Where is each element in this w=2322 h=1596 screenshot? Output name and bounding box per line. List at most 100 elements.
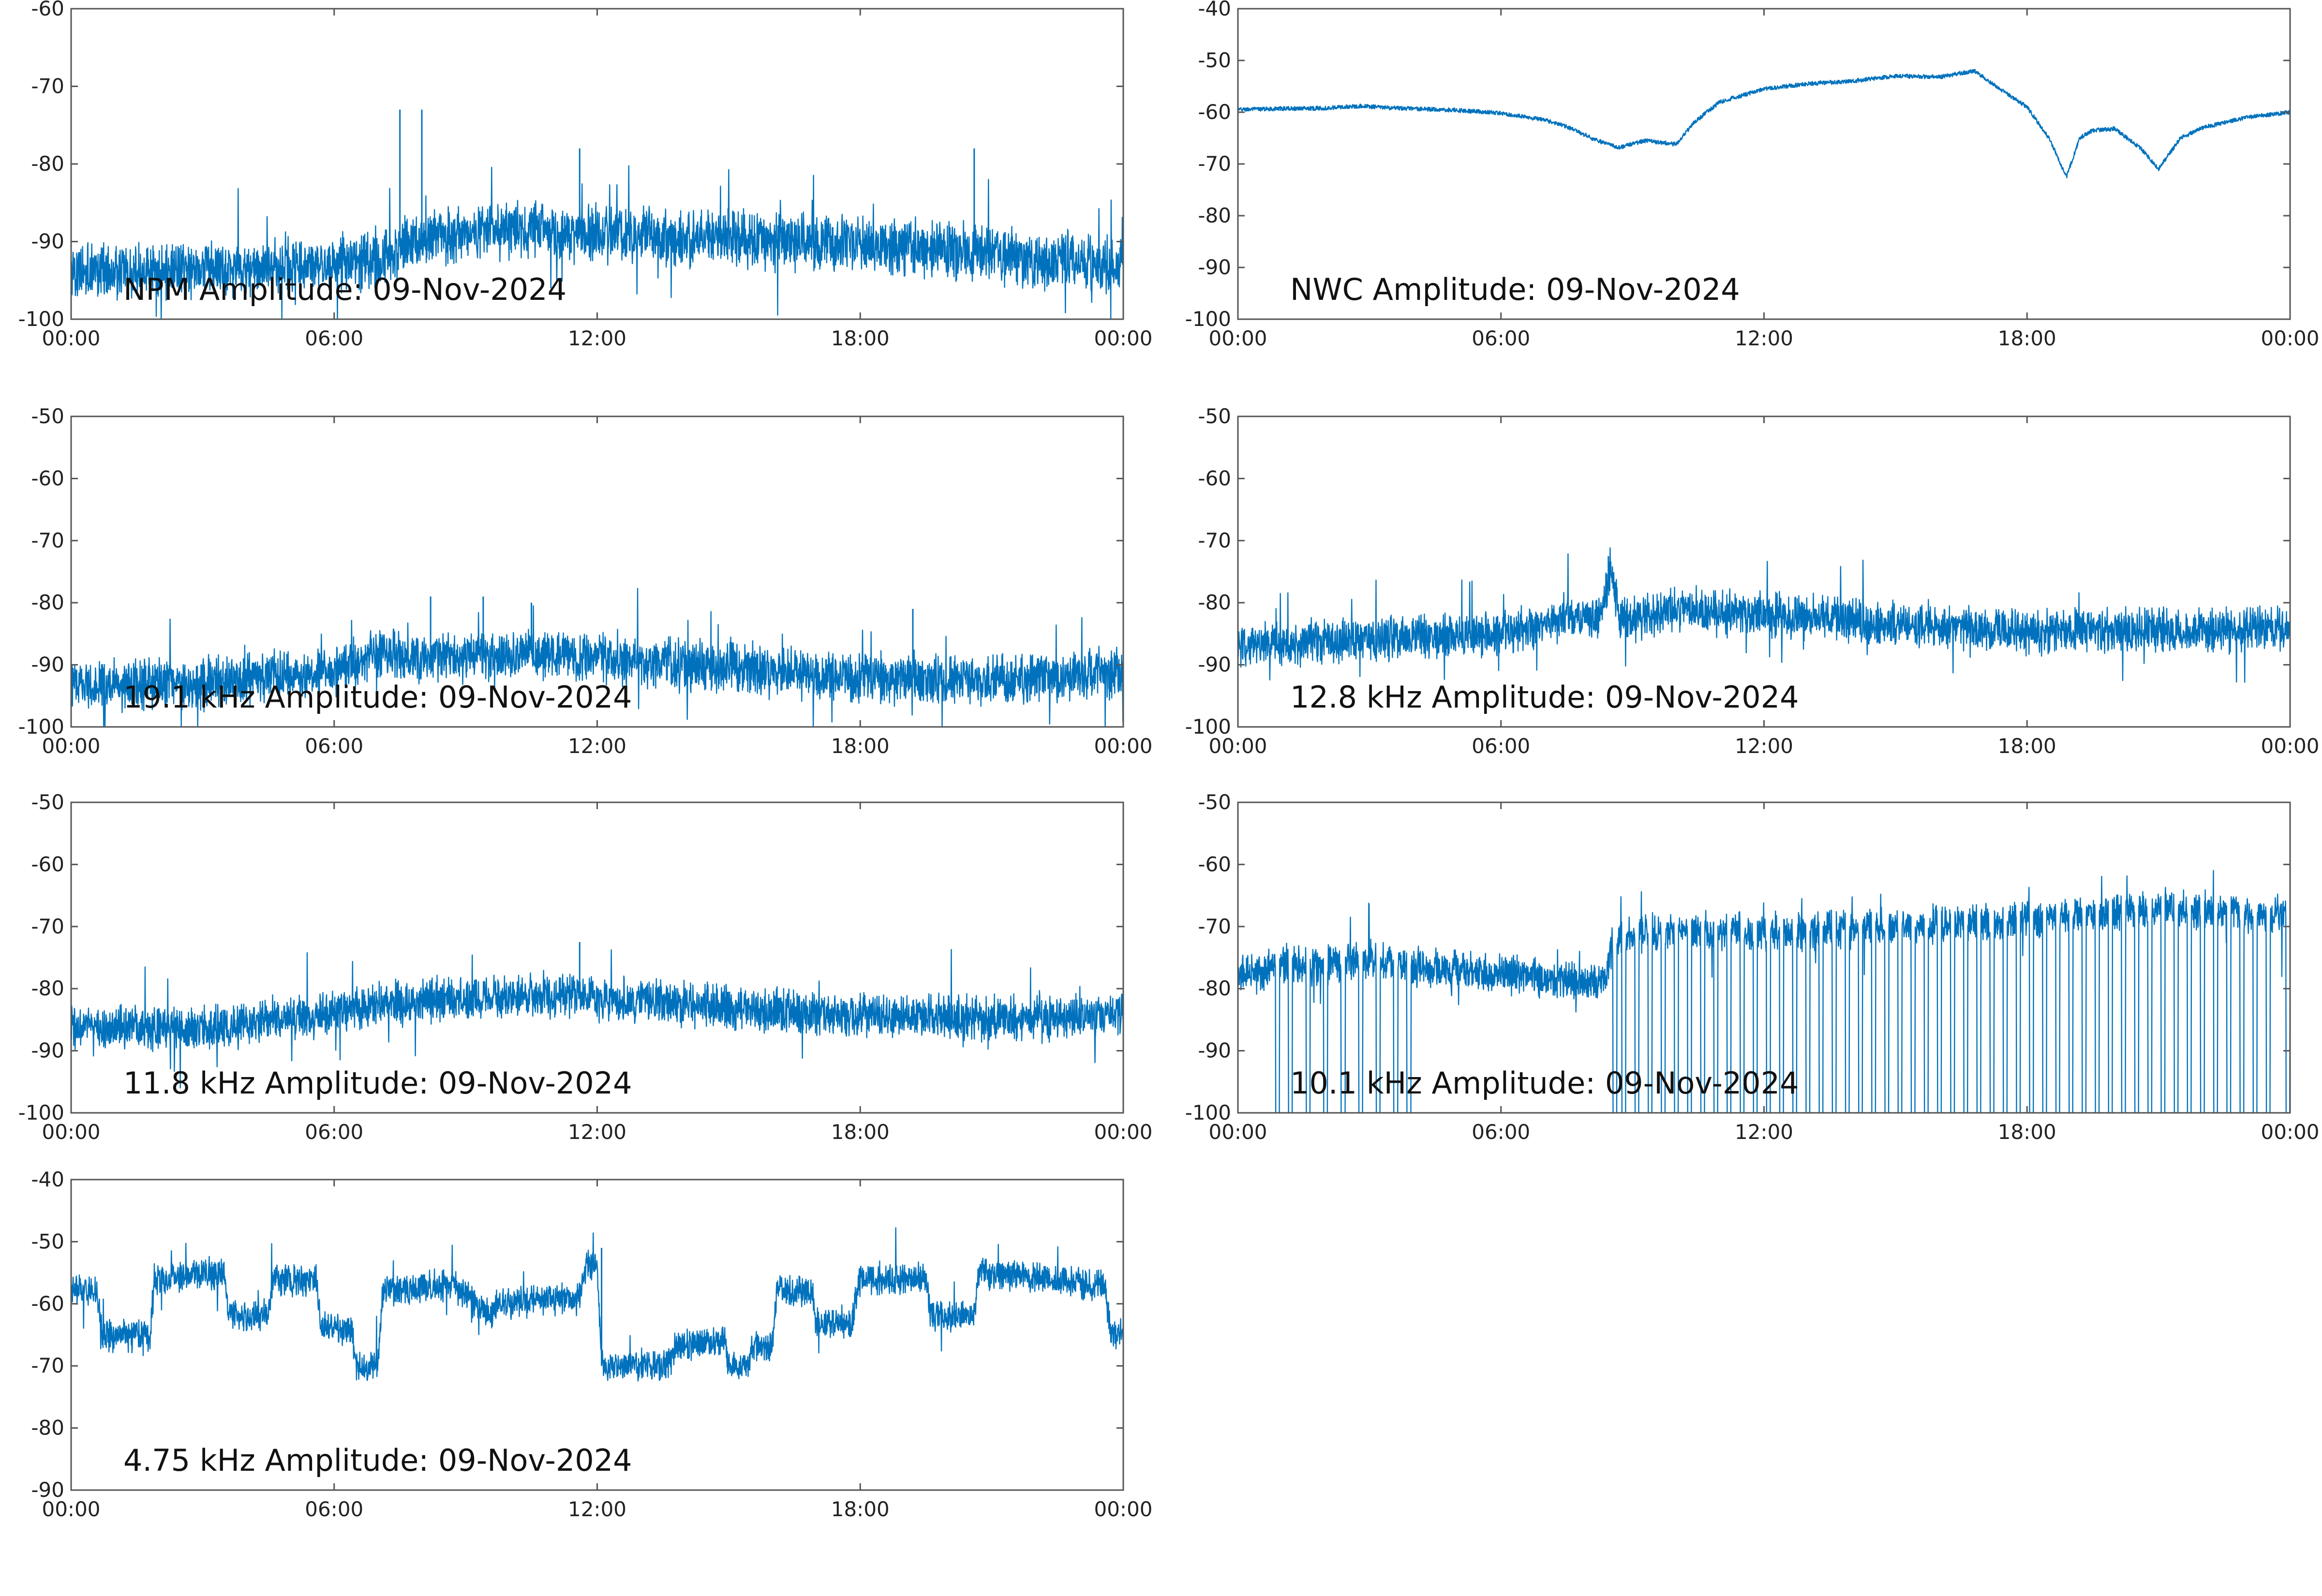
x-tick-label: 00:00: [42, 1497, 100, 1521]
x-tick-label: 12:00: [1735, 1120, 1793, 1144]
y-tick-label: -40: [1198, 0, 1231, 20]
x-tick-label: 00:00: [1208, 734, 1267, 758]
x-tick-label: 06:00: [1472, 1120, 1530, 1144]
series-line: [1238, 69, 2290, 178]
y-tick-label: -100: [1185, 715, 1231, 739]
y-tick-label: -40: [31, 1167, 64, 1191]
y-tick-label: -80: [31, 976, 64, 1000]
x-tick-label: 00:00: [2261, 326, 2319, 350]
y-tick-label: -90: [31, 1039, 64, 1063]
y-tick-label: -80: [31, 152, 64, 176]
x-tick-label: 18:00: [831, 1120, 890, 1144]
x-tick-label: 00:00: [42, 1120, 100, 1144]
x-tick-label: 00:00: [42, 734, 100, 758]
y-tick-label: -70: [1198, 152, 1231, 176]
x-tick-label: 12:00: [568, 1497, 626, 1521]
x-tick-label: 00:00: [42, 326, 100, 350]
panel-title: NWC Amplitude: 09-Nov-2024: [1290, 272, 1740, 307]
x-tick-label: 06:00: [305, 1497, 363, 1521]
y-tick-label: -50: [31, 404, 64, 428]
x-tick-label: 18:00: [1998, 734, 2056, 758]
x-tick-label: 18:00: [1998, 326, 2056, 350]
x-tick-label: 12:00: [568, 734, 626, 758]
y-tick-label: -60: [1198, 466, 1231, 490]
y-tick-label: -90: [1198, 1039, 1231, 1063]
y-tick-label: -90: [31, 1478, 64, 1502]
y-tick-label: -50: [1198, 790, 1231, 814]
x-tick-label: 00:00: [1094, 734, 1152, 758]
x-tick-label: 12:00: [1735, 734, 1793, 758]
y-tick-label: -90: [1198, 653, 1231, 677]
y-tick-label: -100: [1185, 307, 1231, 331]
y-tick-label: -60: [31, 466, 64, 490]
x-tick-label: 00:00: [2261, 1120, 2319, 1144]
plot-area: [1237, 8, 2291, 320]
y-tick-label: -50: [31, 1229, 64, 1253]
x-tick-label: 00:00: [1208, 326, 1267, 350]
panel-title: 19.1 kHz Amplitude: 09-Nov-2024: [123, 680, 632, 715]
y-tick-label: -100: [18, 307, 64, 331]
x-tick-label: 06:00: [305, 1120, 363, 1144]
y-tick-label: -70: [31, 74, 64, 98]
x-tick-label: 00:00: [2261, 734, 2319, 758]
y-tick-label: -100: [18, 1101, 64, 1124]
panel-title: 12.8 kHz Amplitude: 09-Nov-2024: [1290, 680, 1799, 715]
plot-area: [1237, 415, 2291, 728]
y-tick-label: -100: [1185, 1101, 1231, 1124]
x-tick-label: 06:00: [1472, 734, 1530, 758]
plot-area: [70, 1179, 1124, 1491]
x-tick-label: 06:00: [305, 734, 363, 758]
x-tick-label: 12:00: [1735, 326, 1793, 350]
x-tick-label: 00:00: [1208, 1120, 1267, 1144]
series-line: [71, 588, 1123, 727]
y-tick-label: -70: [1198, 529, 1231, 552]
y-tick-label: -70: [1198, 915, 1231, 938]
x-tick-label: 18:00: [831, 326, 890, 350]
y-tick-label: -70: [31, 529, 64, 552]
y-tick-label: -50: [1198, 48, 1231, 72]
series-line: [1238, 547, 2290, 683]
x-tick-label: 06:00: [305, 326, 363, 350]
series-line: [1238, 870, 2290, 1113]
y-tick-label: -60: [1198, 852, 1231, 876]
x-tick-label: 12:00: [568, 326, 626, 350]
y-tick-label: -100: [18, 715, 64, 739]
y-tick-label: -80: [31, 591, 64, 614]
x-tick-label: 18:00: [831, 1497, 890, 1521]
panel-title: 10.1 kHz Amplitude: 09-Nov-2024: [1290, 1065, 1799, 1101]
x-tick-label: 00:00: [1094, 326, 1152, 350]
x-tick-label: 18:00: [831, 734, 890, 758]
x-tick-label: 18:00: [1998, 1120, 2056, 1144]
y-tick-label: -80: [31, 1416, 64, 1440]
y-tick-label: -60: [1198, 100, 1231, 124]
y-tick-label: -60: [31, 0, 64, 20]
x-tick-label: 12:00: [568, 1120, 626, 1144]
y-tick-label: -90: [31, 230, 64, 253]
y-tick-label: -90: [1198, 255, 1231, 279]
x-tick-label: 00:00: [1094, 1497, 1152, 1521]
panel-title: 11.8 kHz Amplitude: 09-Nov-2024: [123, 1065, 632, 1101]
y-tick-label: -70: [31, 1354, 64, 1377]
y-tick-label: -70: [31, 915, 64, 938]
y-tick-label: -50: [1198, 404, 1231, 428]
y-tick-label: -80: [1198, 591, 1231, 614]
y-tick-label: -80: [1198, 204, 1231, 227]
series-line: [71, 165, 1123, 319]
y-tick-label: -60: [31, 1292, 64, 1315]
y-tick-label: -50: [31, 790, 64, 814]
series-line: [71, 1227, 1123, 1382]
panel-title: NPM Amplitude: 09-Nov-2024: [123, 272, 566, 307]
y-tick-label: -80: [1198, 976, 1231, 1000]
x-tick-label: 00:00: [1094, 1120, 1152, 1144]
x-tick-label: 06:00: [1472, 326, 1530, 350]
y-tick-label: -90: [31, 653, 64, 677]
y-tick-label: -60: [31, 852, 64, 876]
